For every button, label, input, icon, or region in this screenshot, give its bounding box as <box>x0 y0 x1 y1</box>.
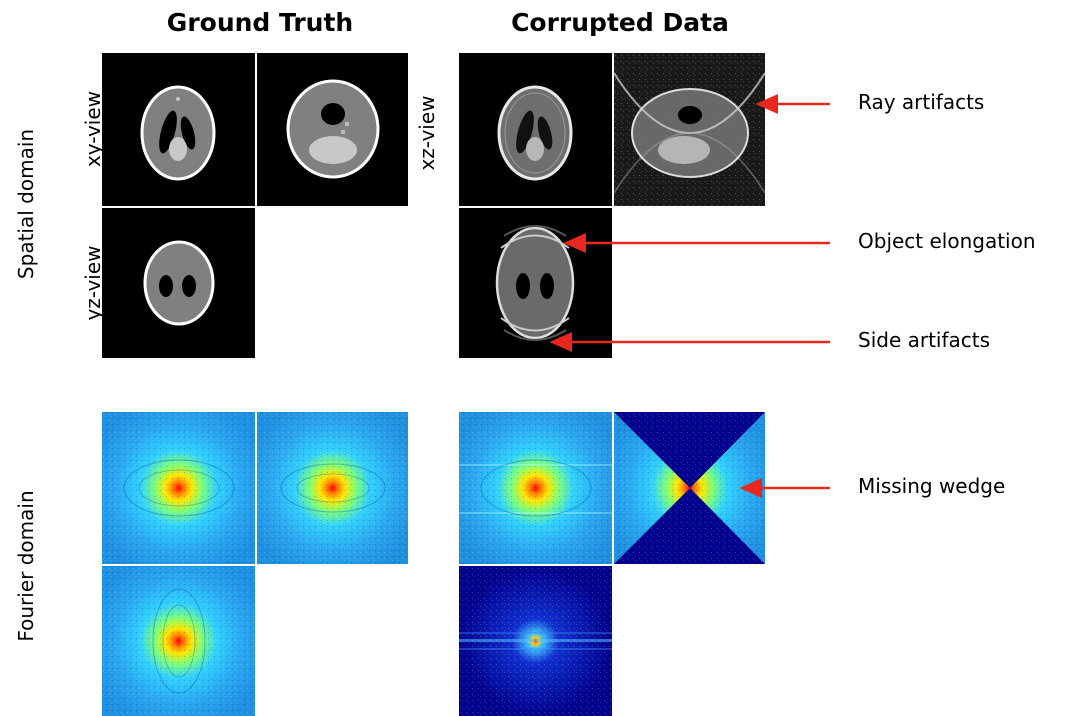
corrupted-xz-spectrum <box>614 412 765 564</box>
row-label-spatial-domain: Spatial domain <box>14 128 38 280</box>
corrupted-xy-spectrum <box>459 412 612 564</box>
gt-xy-spectrum <box>102 412 255 564</box>
gt-yz-phantom <box>102 208 255 358</box>
column-title-corrupted-data: Corrupted Data <box>511 8 729 37</box>
corrupted-yz-spectrum <box>459 566 612 716</box>
gt-xz-phantom <box>257 53 408 206</box>
corrupted-xz-phantom <box>614 53 765 206</box>
gt-yz-spectrum <box>102 566 255 716</box>
corrupted-xy-phantom <box>459 53 612 206</box>
annotation-missing-wedge: Missing wedge <box>858 474 1006 498</box>
annotation-ray-artifacts: Ray artifacts <box>858 90 985 114</box>
view-label-xz: xz-view <box>415 95 439 171</box>
row-label-fourier-domain: Fourier domain <box>14 490 38 642</box>
corrupted-yz-phantom <box>459 208 612 358</box>
gt-xz-spectrum <box>257 412 408 564</box>
column-title-ground-truth: Ground Truth <box>166 8 354 37</box>
annotation-side-artifacts: Side artifacts <box>858 328 991 352</box>
gt-xy-phantom <box>102 53 255 206</box>
annotation-object-elongation: Object elongation <box>858 229 1036 253</box>
